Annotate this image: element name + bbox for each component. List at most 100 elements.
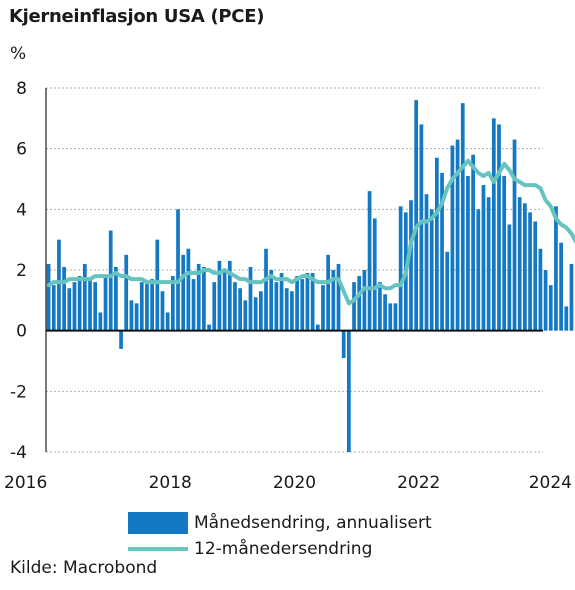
- bar: [523, 203, 527, 331]
- bar: [82, 263, 87, 331]
- bar: [57, 239, 61, 331]
- x-tick-label: 2022: [397, 473, 440, 493]
- bar: [202, 266, 206, 331]
- bar: [103, 276, 108, 331]
- bar: [383, 294, 387, 331]
- bar: [409, 200, 413, 331]
- bar: [274, 282, 279, 331]
- bar: [367, 191, 372, 331]
- bar: [419, 124, 424, 331]
- bar: [305, 273, 310, 331]
- bar: [258, 291, 263, 331]
- bar: [207, 324, 211, 331]
- bar: [378, 282, 382, 331]
- bar: [341, 330, 346, 358]
- bar: [160, 291, 165, 331]
- bar: [315, 324, 320, 331]
- y-tick-label: 2: [16, 261, 27, 281]
- bar: [129, 300, 134, 331]
- bar: [170, 276, 175, 331]
- legend-label-bars: Månedsendring, annualisert: [194, 513, 432, 533]
- bar: [331, 270, 336, 331]
- y-tick-label: 0: [16, 322, 27, 342]
- bar: [564, 306, 569, 331]
- bar: [222, 270, 227, 331]
- y-axis-unit-label: %: [10, 44, 27, 64]
- bar: [435, 157, 439, 331]
- bar: [145, 282, 149, 331]
- bar: [150, 279, 154, 331]
- bar: [269, 270, 274, 331]
- bar: [362, 270, 367, 331]
- bar: [284, 288, 289, 331]
- bar: [264, 248, 268, 331]
- legend-swatch-bar: [128, 512, 188, 534]
- chart-plot: 8 6 4 2 0 -2 -4 2016 2018 2020 2022 2024: [4, 79, 575, 493]
- bar: [346, 330, 351, 452]
- legend-label-line: 12-månedersendring: [194, 539, 373, 559]
- bar: [538, 248, 543, 331]
- bar: [507, 224, 512, 331]
- source-note: Kilde: Macrobond: [10, 558, 158, 578]
- bar: [393, 303, 398, 331]
- bar: [46, 263, 51, 331]
- bar: [186, 248, 191, 331]
- chart-title: Kjerneinflasjon USA (PCE): [9, 6, 265, 27]
- bar: [253, 297, 258, 331]
- x-tick-label: 2018: [149, 473, 192, 493]
- bar: [554, 206, 558, 331]
- bar: [212, 282, 217, 331]
- bar: [414, 100, 419, 331]
- y-tick-label: 4: [16, 200, 27, 220]
- bar: [72, 282, 77, 331]
- bar: [450, 145, 455, 331]
- legend-item-bars: Månedsendring, annualisert: [128, 510, 432, 536]
- bar: [181, 254, 186, 331]
- bar: [352, 282, 356, 331]
- bar: [310, 273, 315, 331]
- x-tick-label: 2024: [529, 473, 572, 493]
- bar: [502, 175, 507, 331]
- bar: [528, 212, 532, 331]
- legend-item-line: 12-månedersendring: [128, 536, 432, 562]
- bar: [279, 273, 284, 331]
- bar: [295, 276, 299, 331]
- bar: [533, 221, 538, 331]
- bar: [497, 124, 501, 331]
- bar: [77, 276, 82, 331]
- bar: [119, 330, 123, 349]
- bar: [336, 263, 341, 331]
- bar: [165, 312, 170, 331]
- x-tick-label: 2020: [273, 473, 316, 493]
- bar: [548, 285, 553, 331]
- bar: [559, 242, 563, 331]
- bar: [455, 139, 460, 331]
- bar: [512, 139, 517, 331]
- y-tick-label: -4: [10, 443, 27, 463]
- bar: [51, 285, 56, 331]
- bar: [108, 230, 113, 331]
- bar: [471, 154, 475, 331]
- bar: [114, 266, 118, 331]
- bar: [134, 303, 139, 331]
- bar: [388, 303, 393, 331]
- bar: [196, 263, 201, 331]
- bar: [481, 185, 486, 331]
- bar: [429, 209, 434, 331]
- bar: [227, 260, 232, 331]
- bar: [290, 291, 294, 331]
- legend-swatch-line: [128, 547, 188, 551]
- bar: [98, 312, 103, 331]
- y-tick-label: -2: [10, 382, 27, 402]
- bar: [372, 218, 377, 331]
- bar: [486, 197, 491, 331]
- bar: [440, 172, 444, 331]
- bar: [176, 209, 180, 331]
- bar: [238, 288, 243, 331]
- bar: [217, 260, 222, 331]
- bar: [476, 209, 481, 331]
- bar: [398, 206, 403, 331]
- bar: [491, 118, 496, 331]
- bar: [424, 194, 429, 331]
- bar: [445, 251, 450, 331]
